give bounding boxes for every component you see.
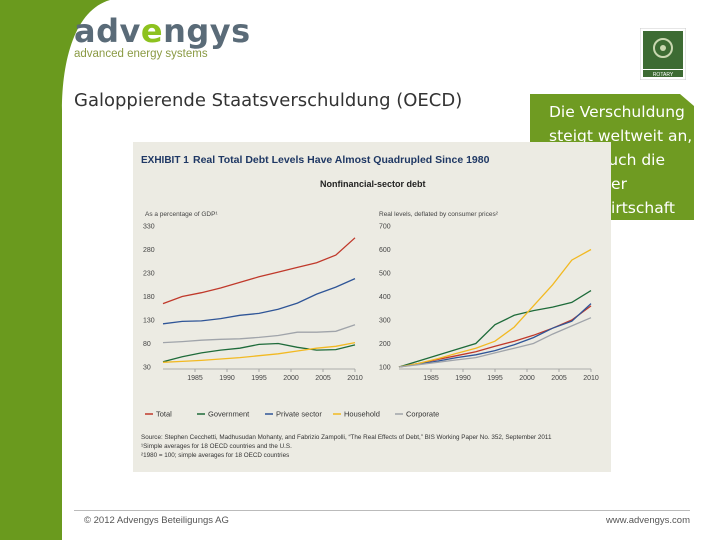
right-ytick-label: 100 <box>379 365 391 372</box>
legend-label-total: Total <box>156 410 172 419</box>
right-ytick-label: 200 <box>379 341 391 348</box>
rotary-badge-icon: ROTARY <box>640 28 686 80</box>
right-xtick-label: 1990 <box>455 375 471 382</box>
logo-word-suffix: ngys <box>163 12 251 50</box>
left-ytick-label: 230 <box>143 271 155 278</box>
left-ytick-label: 130 <box>143 318 155 325</box>
right-ytick-label: 700 <box>379 224 391 231</box>
left-ytick-label: 330 <box>143 224 155 231</box>
left-xtick-label: 2005 <box>315 375 331 382</box>
left-xtick-label: 1995 <box>251 375 267 382</box>
right-series-line-private-sector <box>398 303 592 368</box>
exhibit-headline: Real Total Debt Levels Have Almost Quadr… <box>193 154 490 166</box>
right-xtick-label: 2000 <box>519 375 535 382</box>
rotary-badge-label: ROTARY <box>653 72 674 78</box>
right-xtick-label: 2010 <box>583 375 599 382</box>
legend-label-corporate: Corporate <box>406 410 439 419</box>
right-ytick-label: 600 <box>379 247 391 254</box>
footer-copyright: © 2012 Advengys Beteiligungs AG <box>84 515 229 526</box>
left-xtick-label: 1985 <box>187 375 203 382</box>
left-xtick-label: 1990 <box>219 375 235 382</box>
green-swoosh-shape <box>0 0 110 540</box>
right-series-line-household <box>398 248 592 368</box>
logo-tagline: advanced energy systems <box>74 48 208 60</box>
right-series-line-corporate <box>398 317 592 368</box>
logo-word-e: e <box>140 12 164 50</box>
right-xtick-label: 1995 <box>487 375 503 382</box>
left-panel-ylabel: As a percentage of GDP¹ <box>145 211 218 218</box>
right-xtick-label: 1985 <box>423 375 439 382</box>
page-title: Galoppierende Staatsverschuldung (OECD) <box>74 90 463 111</box>
exhibit-label: EXHIBIT 1 <box>141 155 189 166</box>
left-ytick-label: 280 <box>143 247 155 254</box>
left-series-line-government <box>162 342 356 363</box>
right-ytick-label: 400 <box>379 294 391 301</box>
footnote-1: ¹Simple averages for 18 OECD countries a… <box>141 443 292 450</box>
legend-label-household: Household <box>344 410 380 419</box>
right-panel-ylabel: Real levels, deflated by consumer prices… <box>379 211 499 218</box>
logo-wordmark: advengys <box>74 14 251 48</box>
right-series-line-government <box>398 290 592 368</box>
left-ytick-label: 80 <box>143 341 151 348</box>
left-ytick-label: 180 <box>143 294 155 301</box>
exhibit-figure: EXHIBIT 1 Real Total Debt Levels Have Al… <box>133 142 611 472</box>
left-ytick-label: 30 <box>143 365 151 372</box>
advengys-logo: advengys advanced energy systems <box>74 14 251 60</box>
source-note: Source: Stephen Cecchetti, Madhusudan Mo… <box>141 434 552 441</box>
footer-divider <box>74 510 690 511</box>
left-xtick-label: 2010 <box>347 375 363 382</box>
left-series-line-total <box>162 237 356 305</box>
logo-word-prefix: adv <box>74 12 141 50</box>
right-ytick-label: 500 <box>379 271 391 278</box>
right-xtick-label: 2005 <box>551 375 567 382</box>
left-series-line-household <box>162 341 356 363</box>
left-series-line-corporate <box>162 324 356 344</box>
footnote-2: ²1980 = 100; simple averages for 18 OECD… <box>141 452 289 459</box>
exhibit-subtitle: Nonfinancial-sector debt <box>320 179 426 189</box>
legend-label-government: Government <box>208 410 250 419</box>
legend-label-private-sector: Private sector <box>276 410 322 419</box>
exhibit-chart-svg: EXHIBIT 1 Real Total Debt Levels Have Al… <box>141 154 599 459</box>
left-xtick-label: 2000 <box>283 375 299 382</box>
footer-website: www.advengys.com <box>606 515 690 526</box>
right-ytick-label: 300 <box>379 318 391 325</box>
left-series-line-private-sector <box>162 278 356 325</box>
